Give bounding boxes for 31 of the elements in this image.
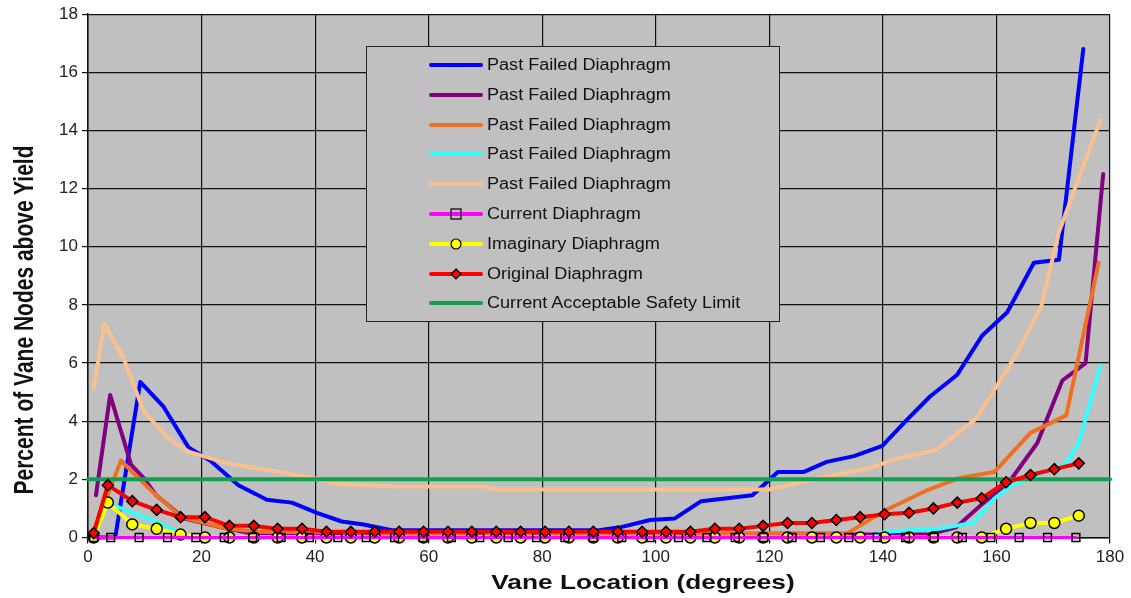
legend-label: Original Diaphragm xyxy=(486,264,643,283)
y-tick-label: 2 xyxy=(68,469,78,489)
x-axis-title: Vane Location (degrees) xyxy=(491,569,795,594)
y-tick-label: 4 xyxy=(68,410,78,430)
x-tick-label: 80 xyxy=(532,547,552,567)
y-tick-label: 8 xyxy=(68,294,78,314)
x-tick-label: 20 xyxy=(192,547,212,567)
y-tick-label: 12 xyxy=(59,178,78,198)
y-tick-label: 18 xyxy=(59,3,78,23)
x-tick-label: 100 xyxy=(641,547,670,567)
legend-label: Past Failed Diaphragm xyxy=(486,56,671,75)
legend-label: Imaginary Diaphragm xyxy=(486,234,660,253)
y-tick-label: 0 xyxy=(68,527,78,547)
y-tick-label: 14 xyxy=(59,120,78,140)
x-tick-label: 120 xyxy=(755,547,784,567)
legend-label: Past Failed Diaphragm xyxy=(486,175,671,194)
legend-label: Past Failed Diaphragm xyxy=(486,145,671,164)
x-tick-label: 160 xyxy=(982,547,1011,567)
legend-label: Past Failed Diaphragm xyxy=(486,85,671,104)
y-tick-label: 10 xyxy=(59,236,78,256)
x-tick-label: 180 xyxy=(1095,547,1125,567)
legend-label: Current Diaphragm xyxy=(486,205,641,224)
legend-label: Past Failed Diaphragm xyxy=(486,115,671,134)
legend-label: Current Acceptable Safety Limit xyxy=(486,294,741,313)
x-tick-label: 40 xyxy=(305,547,325,567)
x-tick-label: 140 xyxy=(868,547,898,567)
x-tick-label: 60 xyxy=(419,547,439,567)
y-axis-title: Percent of Vane Nodes above Yield xyxy=(7,145,39,495)
x-tick-label: 0 xyxy=(83,547,93,567)
y-tick-label: 6 xyxy=(68,352,78,372)
y-tick-label: 16 xyxy=(59,62,78,82)
